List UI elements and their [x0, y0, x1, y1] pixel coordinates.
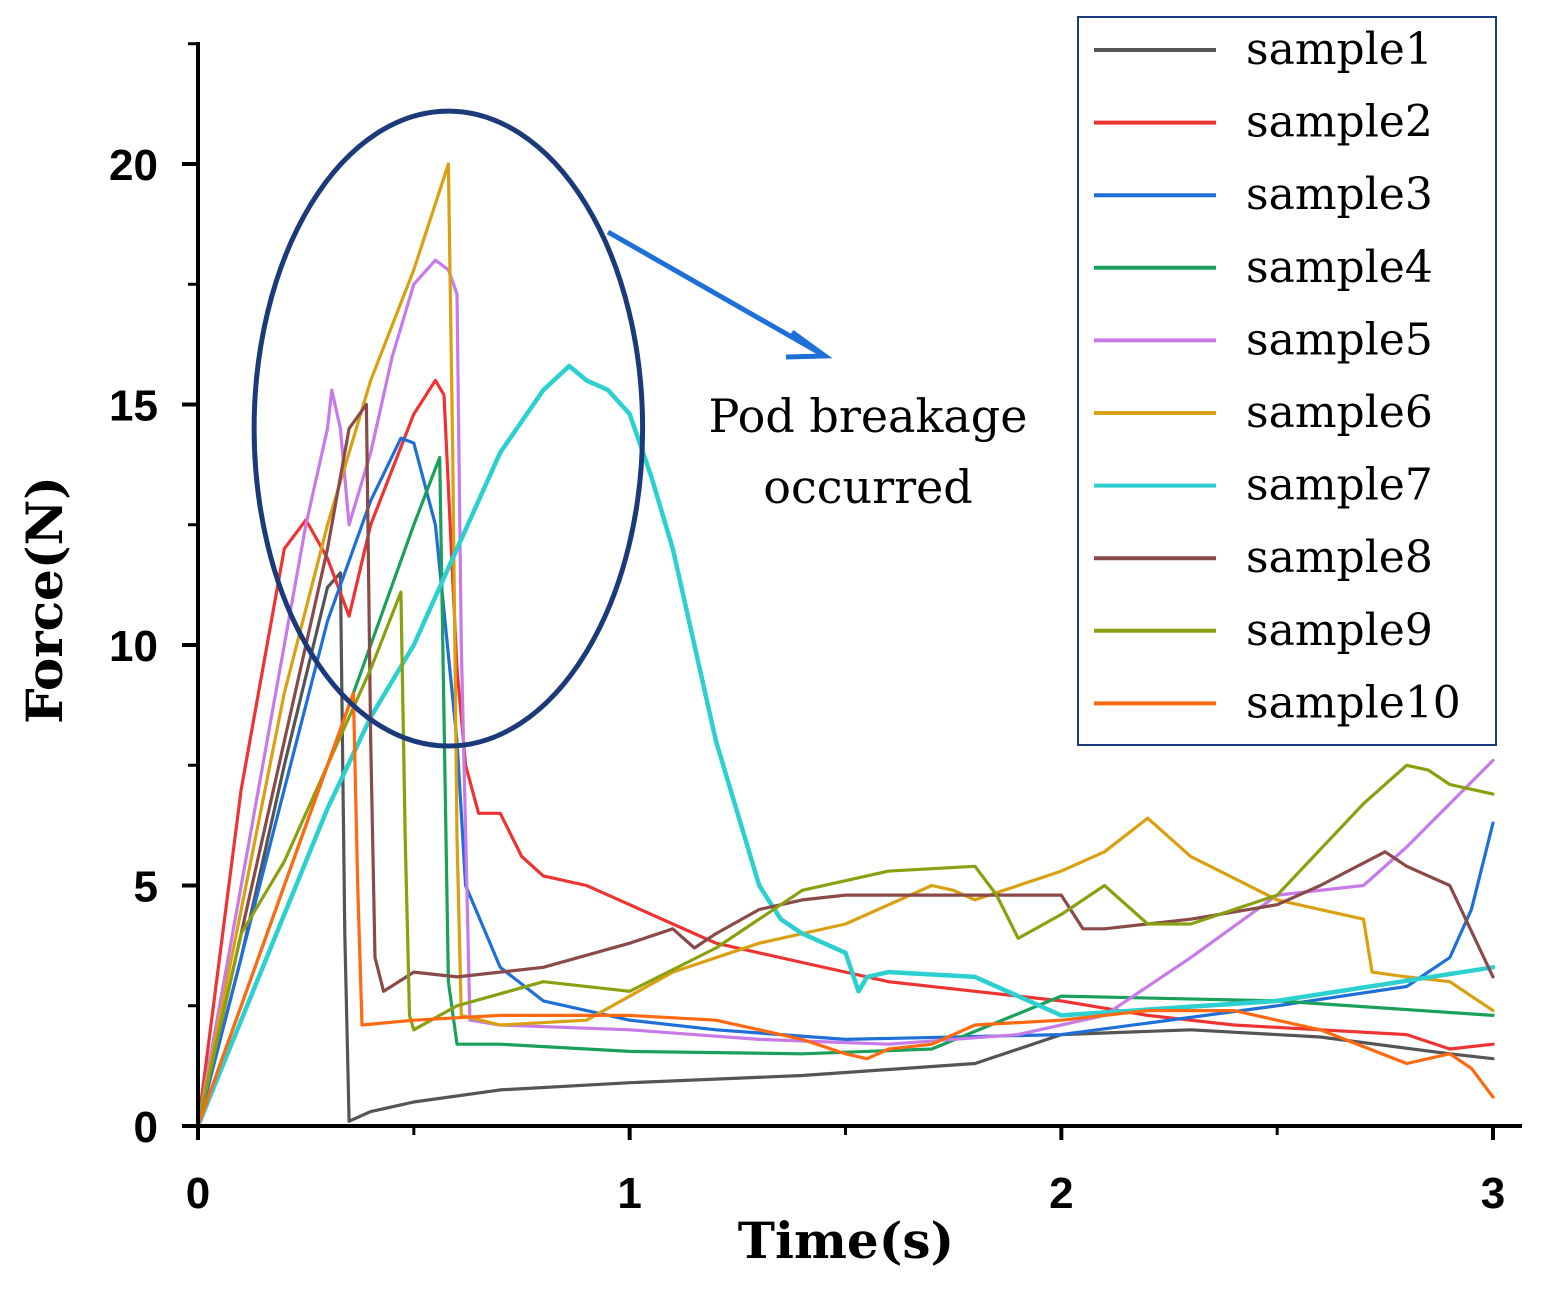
series-line-sample5: [196, 258, 1495, 1128]
legend-label: sample8: [1246, 532, 1433, 583]
legend-entry-sample2: sample2: [1094, 97, 1433, 148]
y-tick-label: 10: [109, 622, 158, 671]
y-tick-label: 15: [109, 382, 158, 431]
x-tick-label: 0: [186, 1169, 210, 1218]
series-line-sample8: [196, 402, 1495, 1128]
series-layer: [195, 162, 1496, 1129]
legend-entry-sample1: sample1: [1094, 24, 1433, 75]
legend-label: sample3: [1246, 169, 1433, 220]
series-line-sample7: [195, 363, 1496, 1129]
x-axis-title: Time(s): [738, 1211, 954, 1270]
legend-entry-sample9: sample9: [1094, 605, 1433, 656]
y-tick-label: 20: [109, 141, 158, 190]
x-tick-label: 3: [1481, 1169, 1505, 1218]
ticks-layer: 0 1 2 3 0 5 10 15 20: [109, 42, 1505, 1218]
x-tick-label: 2: [1049, 1169, 1073, 1218]
legend-items: sample1 sample2 sample3 sample4 sample5 sampl…: [1094, 24, 1461, 728]
legend-entry-sample10: sample10: [1094, 677, 1461, 728]
legend-label: sample7: [1246, 460, 1433, 511]
legend-label: sample1: [1246, 24, 1433, 75]
series-line-sample3: [196, 436, 1495, 1128]
legend-entry-sample8: sample8: [1094, 532, 1433, 583]
legend-entry-sample7: sample7: [1094, 460, 1433, 511]
legend-entry-sample4: sample4: [1094, 242, 1433, 293]
annotation-line-1: Pod breakage: [709, 389, 1028, 443]
x-tick-label: 1: [617, 1169, 641, 1218]
legend-label: sample6: [1246, 387, 1433, 438]
y-axis-title: Force(N): [15, 476, 74, 724]
legend-label: sample5: [1246, 314, 1433, 365]
legend-box: [1077, 16, 1497, 746]
series-line-sample9: [196, 590, 1495, 1128]
legend-entry-sample3: sample3: [1094, 169, 1433, 220]
series-line-sample1: [196, 571, 1495, 1128]
series-line-sample2: [196, 378, 1495, 1128]
pod-breakage-ellipse: [251, 108, 646, 749]
legend-entry-sample6: sample6: [1094, 387, 1433, 438]
y-tick-label: 5: [134, 863, 158, 912]
axes: [196, 42, 1522, 1128]
legend-label: sample4: [1246, 242, 1433, 293]
annotation-arrow: [606, 229, 833, 360]
legend-label: sample9: [1246, 605, 1433, 656]
legend-label: sample2: [1246, 97, 1433, 148]
legend: sample1 sample2 sample3 sample4 sample5 sampl…: [1077, 16, 1497, 746]
annotation-line-2: occurred: [763, 460, 973, 514]
series-line-sample10: [196, 691, 1495, 1128]
legend-label: sample10: [1246, 677, 1461, 728]
legend-entry-sample5: sample5: [1094, 314, 1433, 365]
y-tick-label: 0: [134, 1103, 158, 1152]
